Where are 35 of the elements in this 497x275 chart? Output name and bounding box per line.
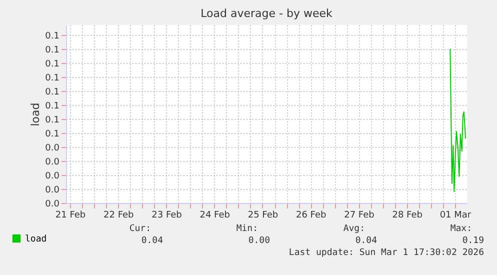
y-tick-label: 0.0 (45, 157, 60, 168)
y-axis-title: load (29, 102, 42, 126)
line-series (450, 48, 466, 192)
y-tick-label: 0.0 (45, 143, 60, 154)
y-tick-label: 0.1 (45, 73, 60, 84)
text: Cur: (129, 224, 151, 234)
x-tick-label: 28 Feb (392, 210, 423, 220)
y-tick-label: 0.0 (45, 171, 60, 182)
text: 0.00 (248, 236, 270, 246)
x-tick-label: 22 Feb (104, 210, 134, 220)
y-tick-label: 0.1 (45, 115, 60, 126)
text: 0.19 (462, 236, 484, 246)
x-tick-label: 01 Mar (440, 210, 472, 220)
x-tick-label: 25 Feb (248, 210, 278, 220)
x-tick-label: 27 Feb (344, 210, 375, 220)
text: 0.04 (141, 236, 163, 246)
y-tick-label: 0.0 (45, 200, 60, 210)
text: Min: (236, 224, 258, 234)
y-tick-label: 0.1 (45, 59, 60, 70)
text: Max: (450, 224, 472, 234)
text: Last update: Sun Mar 1 17:30:02 2026 (288, 248, 484, 258)
text: Avg: (343, 224, 365, 234)
legend-label: load (25, 234, 47, 244)
y-tick-label: 0.1 (45, 101, 60, 112)
x-tick-label: 21 Feb (55, 210, 86, 220)
y-tick-label: 0.1 (45, 87, 60, 98)
y-tick-label: 0.0 (45, 185, 60, 196)
x-tick-label: 26 Feb (296, 210, 327, 220)
chart-title: Load average - by week (200, 7, 334, 20)
x-tick-label: 24 Feb (200, 210, 230, 220)
x-tick-label: 23 Feb (152, 210, 182, 220)
y-tick-label: 0.1 (45, 45, 60, 56)
text: 0.04 (355, 236, 377, 246)
y-tick-label: 0.1 (45, 31, 60, 42)
y-tick-label: 0.1 (45, 129, 60, 140)
